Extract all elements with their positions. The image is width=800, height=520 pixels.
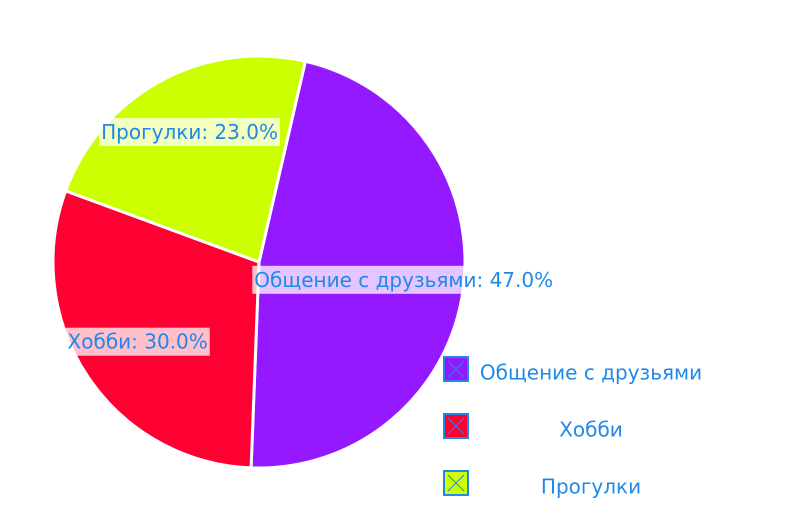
legend-label: Общение с друзьями [480,361,702,385]
data-labels: Общение с друзьями: 47.0% Хобби: 30.0% Про… [65,118,556,356]
pie-slice [63,54,308,264]
data-label: Прогулки: 23.0% [101,120,278,144]
legend-label: Хобби [559,418,623,442]
legend-swatch-cross [447,474,465,492]
legend-label: Прогулки [541,475,641,499]
data-label: Общение с друзьями: 47.0% [254,268,553,292]
pie [51,54,467,470]
legend-swatch-cross [447,360,465,378]
data-label-background [65,327,210,356]
legend: Общение с друзьями Хобби Прогулки [443,356,702,499]
data-label-background [252,265,556,294]
data-label-background [99,118,280,147]
data-label: Хобби: 30.0% [68,330,208,354]
legend-swatch-cross [447,417,465,435]
